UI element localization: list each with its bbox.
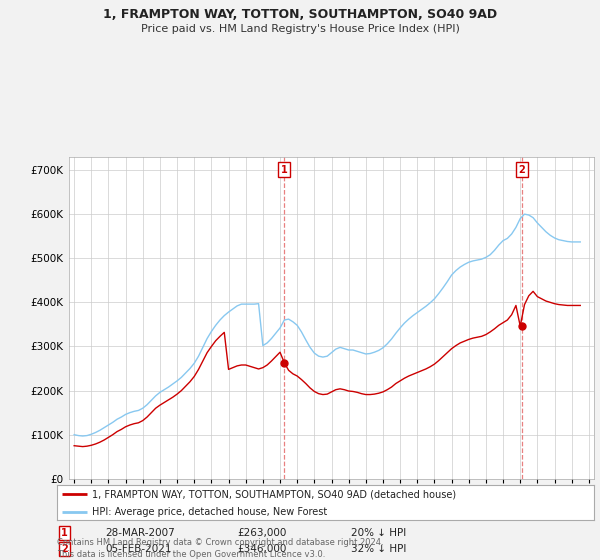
Text: 1: 1 <box>281 165 287 175</box>
Text: 1, FRAMPTON WAY, TOTTON, SOUTHAMPTON, SO40 9AD (detached house): 1, FRAMPTON WAY, TOTTON, SOUTHAMPTON, SO… <box>92 489 456 500</box>
Text: 32% ↓ HPI: 32% ↓ HPI <box>351 544 406 554</box>
Text: 05-FEB-2021: 05-FEB-2021 <box>105 544 172 554</box>
Text: Price paid vs. HM Land Registry's House Price Index (HPI): Price paid vs. HM Land Registry's House … <box>140 24 460 34</box>
Text: 2: 2 <box>61 544 68 554</box>
Text: Contains HM Land Registry data © Crown copyright and database right 2024.
This d: Contains HM Land Registry data © Crown c… <box>57 538 383 559</box>
Text: £263,000: £263,000 <box>237 528 286 538</box>
Text: 28-MAR-2007: 28-MAR-2007 <box>105 528 175 538</box>
Text: HPI: Average price, detached house, New Forest: HPI: Average price, detached house, New … <box>92 507 327 517</box>
Text: 2: 2 <box>518 165 525 175</box>
Text: 20% ↓ HPI: 20% ↓ HPI <box>351 528 406 538</box>
Text: 1: 1 <box>61 528 68 538</box>
Text: £346,000: £346,000 <box>237 544 286 554</box>
Text: 1, FRAMPTON WAY, TOTTON, SOUTHAMPTON, SO40 9AD: 1, FRAMPTON WAY, TOTTON, SOUTHAMPTON, SO… <box>103 8 497 21</box>
